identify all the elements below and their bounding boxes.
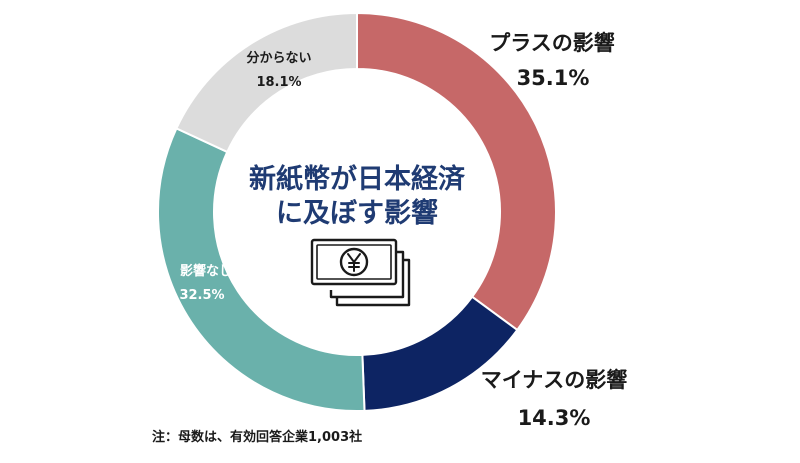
- slice-none: [157, 127, 366, 412]
- slice-minus: [361, 295, 519, 412]
- footnote: 注：母数は、有効回答企業1,003社: [152, 429, 362, 445]
- center-title-line-1: 新紙幣が日本経済: [249, 163, 466, 195]
- slice-value-minus: 14.3%: [518, 406, 591, 430]
- slice-label-unknown: 分からない: [246, 50, 311, 66]
- yen-banknotes-icon: [310, 238, 411, 307]
- slice-label-minus: マイナスの影響: [481, 368, 628, 392]
- center-title-line-2: に及ぼす影響: [276, 197, 438, 229]
- slice-label-none: 影響なし: [180, 263, 232, 279]
- slice-value-none: 32.5%: [179, 288, 224, 303]
- slice-unknown: [175, 11, 358, 154]
- slice-value-unknown: 18.1%: [256, 75, 301, 90]
- donut-slices: [157, 11, 557, 412]
- slice-plus: [356, 11, 557, 332]
- slice-value-plus: 35.1%: [517, 66, 590, 90]
- slice-label-plus: プラスの影響: [489, 31, 615, 55]
